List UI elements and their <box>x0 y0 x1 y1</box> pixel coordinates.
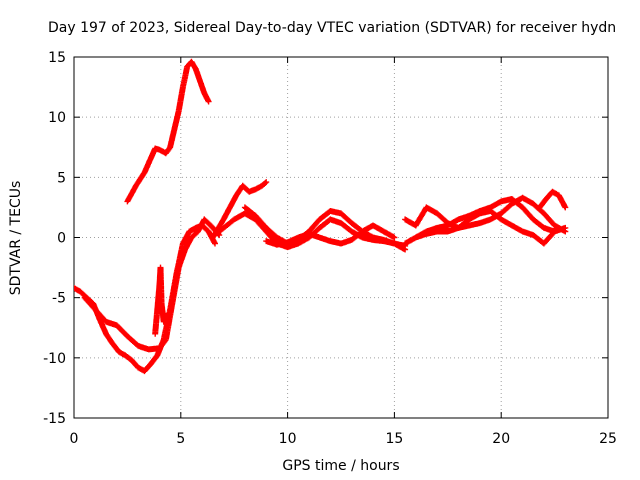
y-axis-label: SDTVAR / TECUs <box>8 181 24 296</box>
series-track-trough-b <box>81 216 223 353</box>
series-markers <box>263 222 398 248</box>
y-tick-label: -5 <box>52 291 66 307</box>
series-markers <box>412 194 569 241</box>
series-markers <box>81 216 223 353</box>
series-markers <box>74 222 218 375</box>
y-tick-label: -15 <box>43 411 66 427</box>
y-tick-label: -10 <box>43 351 66 367</box>
x-tick-label: 15 <box>385 431 403 447</box>
plot-area <box>74 58 569 375</box>
y-tick-label: 10 <box>48 110 66 126</box>
y-tick-label: 0 <box>57 231 66 247</box>
series-track-trough-a <box>74 222 218 375</box>
series-track-early-high <box>124 58 212 205</box>
series-track-late-c <box>412 194 569 241</box>
y-tick-label: 5 <box>57 170 66 186</box>
x-tick-label: 5 <box>176 431 185 447</box>
series-markers <box>402 204 558 247</box>
series-track-late-end <box>536 188 569 211</box>
data-marks <box>74 58 569 375</box>
x-tick-label: 25 <box>599 431 617 447</box>
series-track-mid-c <box>263 222 398 248</box>
series-markers <box>536 188 569 211</box>
grid-lines <box>74 57 608 418</box>
chart-title: Day 197 of 2023, Sidereal Day-to-day VTE… <box>48 20 616 36</box>
y-tick-label: 15 <box>48 50 66 66</box>
x-tick-labels: 0 5 10 15 20 25 <box>70 431 617 447</box>
x-tick-label: 10 <box>279 431 297 447</box>
axis-ticks <box>73 56 609 419</box>
x-tick-label: 0 <box>70 431 79 447</box>
y-tick-labels: -15 -10 -5 0 5 10 15 <box>43 50 66 427</box>
x-tick-label: 20 <box>492 431 510 447</box>
series-track-mid-high <box>209 179 270 241</box>
series-markers <box>124 58 212 205</box>
series-markers <box>152 264 169 337</box>
series-track-spike <box>152 264 169 337</box>
series-track-late-b <box>402 204 558 247</box>
series-markers <box>209 179 270 241</box>
x-axis-label: GPS time / hours <box>282 458 399 474</box>
